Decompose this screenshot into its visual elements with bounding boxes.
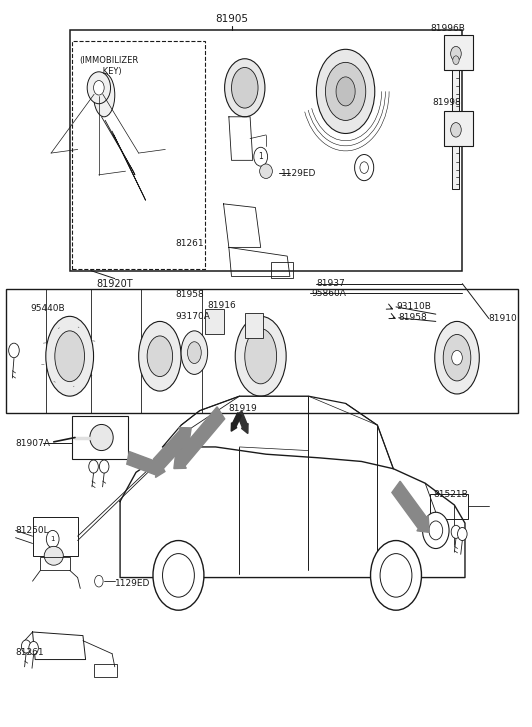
Text: 81521B: 81521B [433, 489, 468, 499]
Circle shape [21, 640, 31, 653]
Circle shape [422, 513, 449, 549]
Ellipse shape [336, 77, 355, 106]
Text: 1: 1 [51, 536, 55, 542]
Circle shape [451, 47, 461, 61]
Ellipse shape [435, 321, 479, 394]
Ellipse shape [187, 342, 201, 364]
Circle shape [380, 553, 412, 597]
Polygon shape [452, 146, 459, 189]
Text: 81907A: 81907A [15, 439, 51, 448]
Text: 81250L: 81250L [15, 526, 49, 535]
FancyArrow shape [174, 407, 225, 469]
Bar [444, 35, 473, 70]
Text: 81998: 81998 [432, 97, 461, 107]
Polygon shape [452, 70, 459, 111]
Circle shape [153, 541, 204, 610]
Ellipse shape [181, 331, 207, 374]
FancyArrow shape [392, 481, 429, 532]
Text: 81261: 81261 [15, 648, 44, 656]
Ellipse shape [90, 425, 113, 451]
Circle shape [458, 528, 467, 541]
Circle shape [87, 72, 111, 104]
Bar [444, 111, 473, 146]
Circle shape [29, 641, 38, 654]
Ellipse shape [94, 73, 115, 117]
Text: 81905: 81905 [215, 14, 248, 24]
Ellipse shape [245, 329, 277, 384]
Ellipse shape [139, 321, 181, 391]
FancyArrow shape [154, 427, 191, 471]
Bar [40, 557, 70, 570]
Text: 81920T: 81920T [96, 279, 133, 289]
Circle shape [99, 460, 109, 473]
Circle shape [370, 541, 421, 610]
Text: 95440B: 95440B [30, 304, 64, 313]
Text: (IMMOBILIZER: (IMMOBILIZER [79, 56, 138, 65]
Circle shape [254, 148, 268, 166]
Text: 81958: 81958 [176, 290, 204, 299]
Text: 1129ED: 1129ED [115, 579, 150, 588]
Text: 1: 1 [259, 152, 263, 161]
Bar [6, 289, 518, 413]
Circle shape [360, 162, 368, 174]
Text: 81916: 81916 [207, 301, 236, 310]
Bar [430, 494, 468, 519]
Bar [32, 518, 78, 555]
Ellipse shape [231, 68, 258, 108]
Text: KEY): KEY) [79, 67, 122, 76]
Bar [72, 416, 128, 459]
Ellipse shape [443, 334, 471, 381]
Ellipse shape [225, 59, 265, 117]
Ellipse shape [326, 63, 366, 121]
Circle shape [453, 56, 459, 65]
Ellipse shape [317, 49, 375, 134]
Circle shape [355, 155, 373, 180]
Text: 81919: 81919 [229, 404, 257, 413]
Text: 1129ED: 1129ED [281, 169, 316, 178]
Circle shape [9, 343, 19, 358]
Circle shape [46, 531, 59, 548]
Text: 81910: 81910 [489, 314, 518, 323]
Text: 95860A: 95860A [311, 289, 346, 297]
Text: 93170A: 93170A [176, 312, 211, 321]
Bar [271, 262, 293, 278]
FancyArrow shape [231, 413, 241, 431]
Ellipse shape [46, 316, 94, 396]
Circle shape [89, 460, 98, 473]
Circle shape [451, 526, 461, 539]
Bar [245, 313, 263, 338]
Text: 81996B: 81996B [430, 24, 466, 33]
Text: 81958: 81958 [398, 313, 427, 322]
Text: 93110B: 93110B [396, 302, 431, 311]
Ellipse shape [260, 164, 272, 178]
Circle shape [163, 553, 194, 597]
FancyArrow shape [237, 411, 248, 433]
Circle shape [452, 350, 462, 365]
Ellipse shape [44, 547, 63, 565]
Circle shape [94, 81, 104, 95]
Text: 81261: 81261 [176, 238, 204, 248]
Bar [72, 41, 205, 269]
Ellipse shape [55, 331, 85, 382]
Text: 81937: 81937 [317, 279, 345, 288]
Bar [205, 309, 223, 334]
Bar [94, 664, 118, 677]
Circle shape [95, 575, 103, 587]
FancyArrow shape [127, 451, 165, 478]
Ellipse shape [147, 336, 172, 377]
Bar [70, 30, 462, 270]
Circle shape [451, 123, 461, 137]
Ellipse shape [235, 316, 286, 396]
Circle shape [429, 521, 443, 540]
